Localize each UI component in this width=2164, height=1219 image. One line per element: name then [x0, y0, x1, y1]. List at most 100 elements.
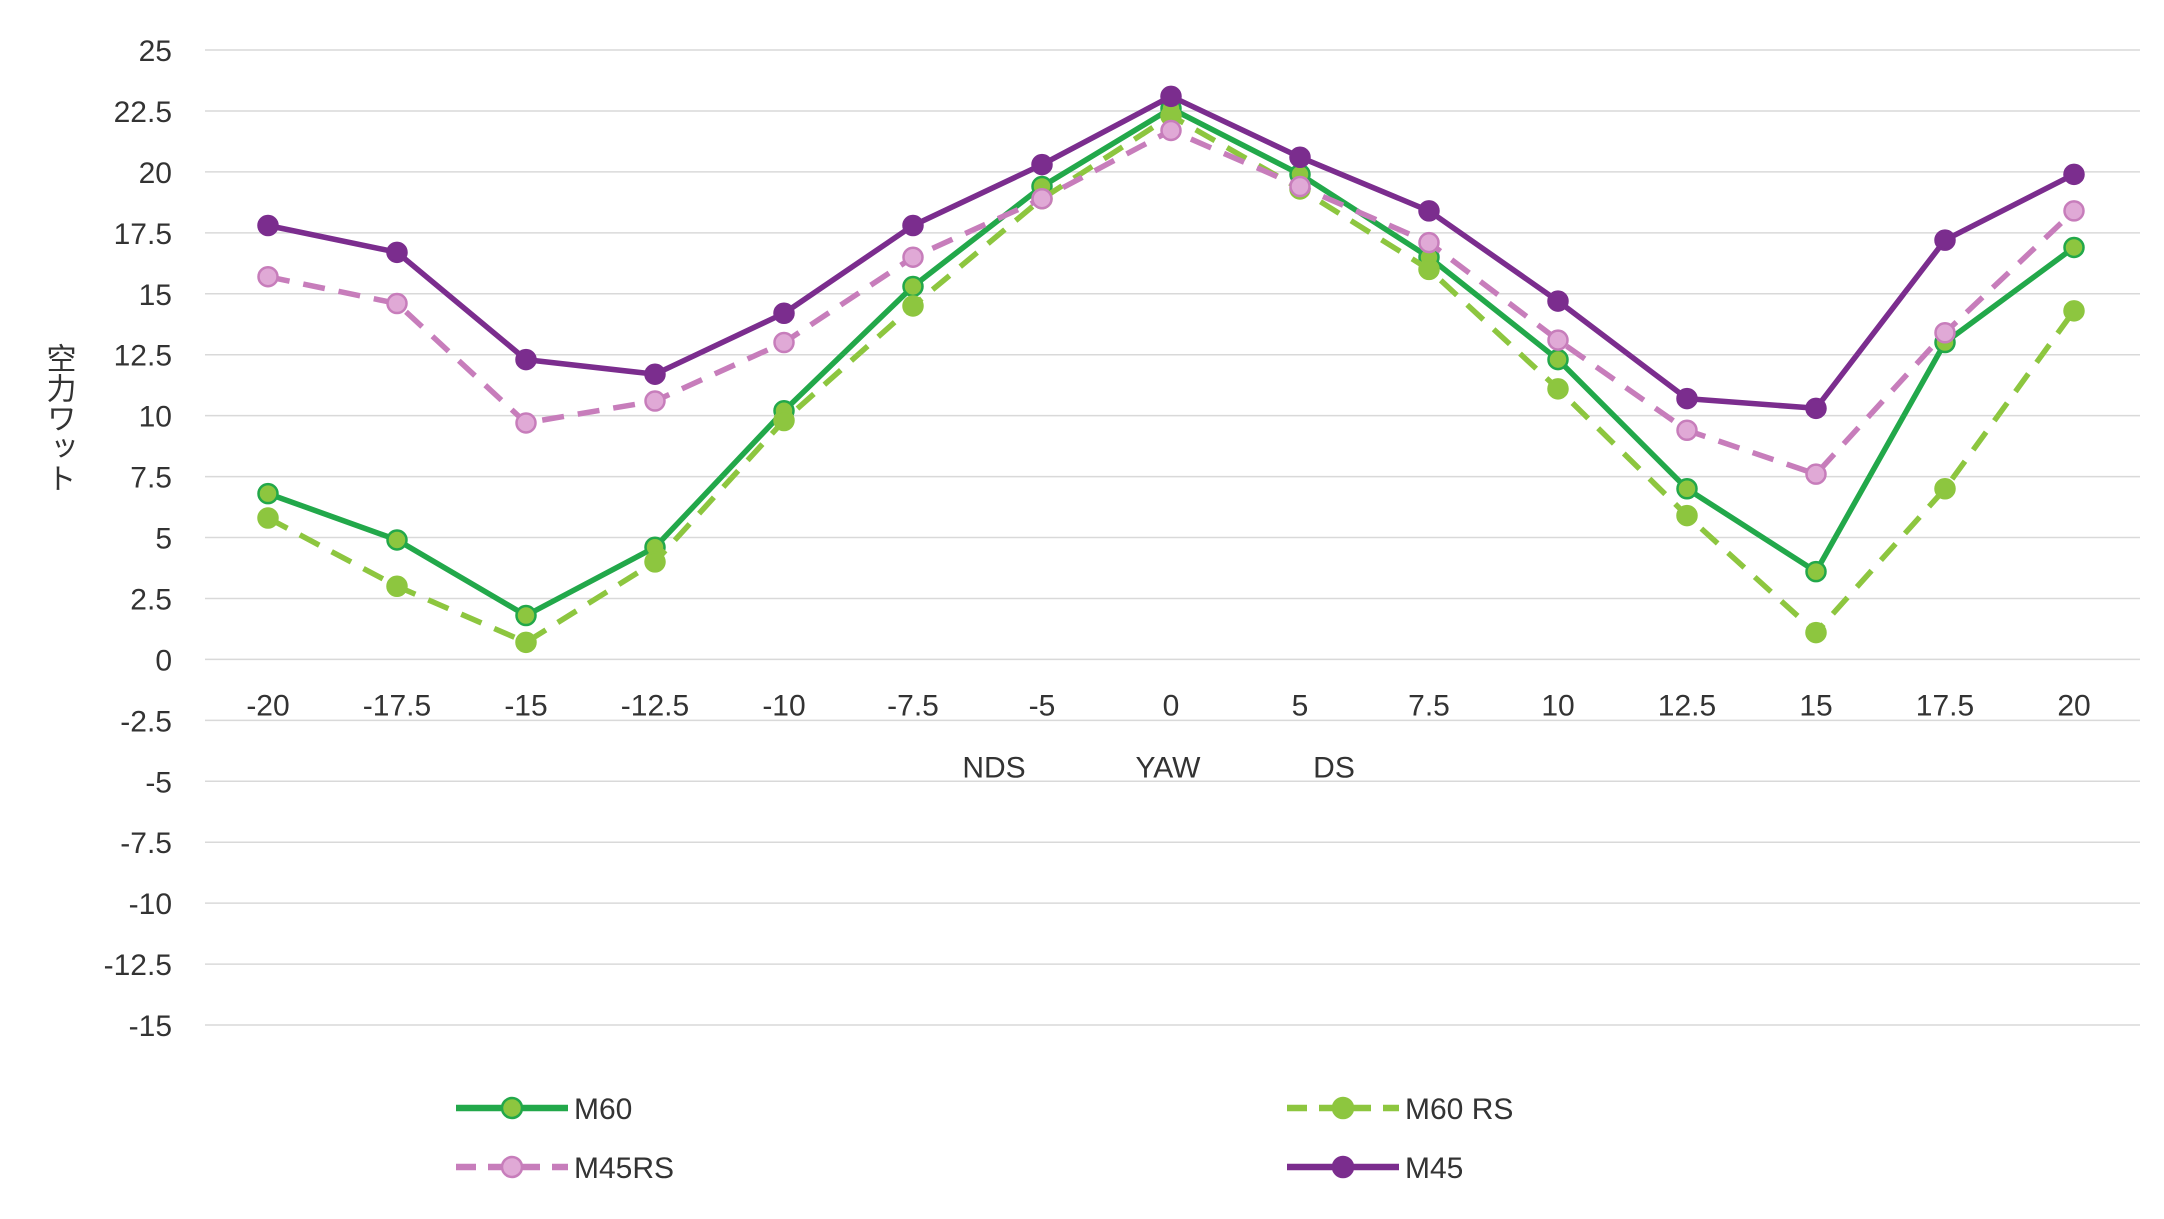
x-tick-label: 0 — [1163, 689, 1180, 722]
data-point — [1160, 119, 1182, 142]
data-point — [1547, 378, 1569, 400]
x-tick-label: 12.5 — [1658, 689, 1716, 722]
x-tick-label: 15 — [1799, 689, 1832, 722]
x-tick-label: 20 — [2057, 689, 2090, 722]
x-tick-label: 17.5 — [1916, 689, 1974, 722]
x-tick-label: 5 — [1292, 689, 1309, 722]
legend-marker — [500, 1096, 524, 1120]
series-line — [267, 127, 2076, 477]
legend-item: M60 RS — [1287, 1093, 1513, 1126]
series-lines — [257, 85, 2085, 654]
grid — [205, 49, 2140, 1026]
legend-label: M45 — [1405, 1152, 1463, 1185]
y-tick-label: -5 — [145, 766, 172, 799]
y-tick-label: 5 — [155, 523, 172, 556]
data-point — [1289, 175, 1311, 198]
data-point — [644, 363, 666, 385]
x-tick-label: -5 — [1029, 689, 1056, 722]
data-point — [902, 214, 924, 237]
y-tick-label: -2.5 — [120, 705, 172, 738]
data-point — [1805, 621, 1827, 644]
data-point — [1934, 229, 1956, 251]
data-point — [386, 575, 408, 597]
series-line — [267, 93, 2076, 412]
data-point — [902, 246, 924, 268]
data-point — [1547, 290, 1569, 312]
y-tick-label: 12.5 — [114, 340, 172, 373]
data-point — [644, 551, 666, 573]
y-tick-label: 17.5 — [114, 218, 172, 251]
y-tick-label: -7.5 — [120, 827, 172, 860]
data-point — [1805, 397, 1827, 420]
legend-label: M45RS — [574, 1152, 674, 1185]
y-tick-label: 25 — [139, 35, 172, 68]
legend-marker — [1331, 1096, 1355, 1120]
y-tick-label: 0 — [155, 644, 172, 677]
data-point — [515, 412, 537, 434]
y-tick-label: -10 — [129, 888, 172, 921]
data-point — [1805, 560, 1827, 583]
data-point — [386, 529, 408, 551]
x-tick-label: 10 — [1541, 689, 1574, 722]
legend-item: M60 — [456, 1093, 632, 1126]
data-point — [1418, 258, 1440, 281]
data-point — [902, 295, 924, 317]
data-point — [515, 348, 537, 371]
data-point — [644, 390, 666, 412]
data-point — [1805, 463, 1827, 485]
y-tick-label: 10 — [139, 401, 172, 434]
x-axis-ticks: -20 -17.5 -15 -12.5 -10 -7.5 -5 0 5 7.5 10 12.5 15 17… — [246, 689, 2090, 722]
annotation-label: YAW — [1136, 751, 1202, 784]
data-point — [1934, 322, 1956, 344]
data-point — [1676, 478, 1698, 500]
data-point — [1676, 419, 1698, 441]
y-axis-ticks: 25 22.5 20 17.5 15 12.5 10 7.5 5 2.5 0 -2.5 -5 -7.5 -1… — [104, 35, 172, 1043]
data-point — [1676, 387, 1698, 410]
y-tick-label: 2.5 — [130, 583, 172, 616]
data-point — [1160, 85, 1182, 108]
data-point — [902, 275, 924, 298]
data-point — [2063, 163, 2085, 186]
annotation-label: DS — [1313, 751, 1355, 784]
data-point — [257, 265, 279, 288]
legend: M60 M60 RS M45RS M45 — [456, 1093, 1513, 1185]
x-tick-label: -20 — [246, 689, 289, 722]
y-tick-label: 15 — [139, 279, 172, 312]
y-axis-title: 空力ワット — [42, 343, 76, 493]
data-point — [386, 241, 408, 264]
data-point — [2063, 200, 2085, 222]
legend-item: M45RS — [456, 1152, 674, 1185]
data-point — [1547, 348, 1569, 371]
y-axis-title: 空力ワット — [42, 343, 76, 493]
series-m45rs — [257, 119, 2085, 485]
y-tick-label: 22.5 — [114, 96, 172, 129]
x-tick-label: 7.5 — [1408, 689, 1450, 722]
data-point — [257, 507, 279, 529]
legend-item: M45 — [1287, 1152, 1463, 1185]
data-point — [257, 214, 279, 237]
x-tick-label: -7.5 — [887, 689, 939, 722]
data-point — [1418, 231, 1440, 254]
x-tick-label: -15 — [504, 689, 547, 722]
y-tick-label: 7.5 — [130, 462, 172, 495]
legend-marker — [1331, 1155, 1355, 1179]
x-tick-label: -12.5 — [621, 689, 689, 722]
legend-marker — [500, 1155, 524, 1179]
y-tick-label: -12.5 — [104, 949, 172, 982]
annotation-label: NDS — [962, 751, 1025, 784]
y-tick-label: 20 — [139, 157, 172, 190]
data-point — [257, 482, 279, 505]
data-point — [2063, 300, 2085, 322]
data-point — [2063, 236, 2085, 259]
data-point — [1031, 153, 1053, 176]
legend-label: M60 — [574, 1093, 632, 1126]
data-point — [1676, 504, 1698, 527]
data-point — [1418, 200, 1440, 222]
data-point — [1031, 187, 1053, 210]
data-point — [1289, 146, 1311, 168]
series-m45 — [257, 85, 2085, 420]
y-tick-label: -15 — [129, 1010, 172, 1043]
x-tick-label: -10 — [762, 689, 805, 722]
